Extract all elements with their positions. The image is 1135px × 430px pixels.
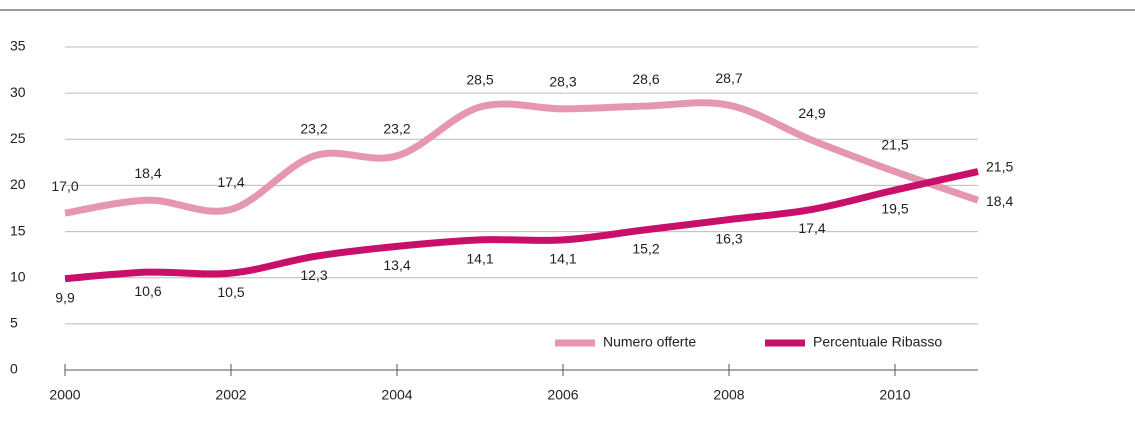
x-tick-label: 2000 — [49, 387, 80, 403]
data-label: 17,4 — [217, 174, 244, 190]
y-tick-label: 25 — [10, 130, 26, 146]
series-line — [64, 168, 979, 283]
data-label: 23,2 — [300, 121, 327, 137]
y-tick-label: 30 — [10, 84, 26, 100]
x-tick-label: 2008 — [713, 387, 744, 403]
data-label: 10,6 — [134, 283, 161, 299]
data-label: 28,7 — [715, 70, 742, 86]
data-label: 18,4 — [134, 165, 161, 181]
data-label: 14,1 — [466, 251, 493, 267]
data-label: 28,3 — [549, 74, 576, 90]
y-tick-label: 20 — [10, 176, 26, 192]
data-label: 10,5 — [217, 284, 244, 300]
legend-label: Numero offerte — [603, 334, 696, 350]
data-label: 24,9 — [798, 105, 825, 121]
legend-label: Percentuale Ribasso — [813, 334, 942, 350]
data-label: 15,2 — [632, 240, 659, 256]
x-tick-label: 2004 — [381, 387, 412, 403]
y-tick-label: 10 — [10, 268, 26, 284]
x-tick-label: 2002 — [215, 387, 246, 403]
data-label: 13,4 — [383, 257, 410, 273]
y-tick-label: 5 — [10, 315, 18, 331]
x-tick-label: 2010 — [879, 387, 910, 403]
y-tick-label: 0 — [10, 361, 18, 377]
data-label: 17,0 — [51, 178, 78, 194]
y-tick-label: 35 — [10, 38, 26, 54]
data-label: 14,1 — [549, 251, 576, 267]
data-label: 23,2 — [383, 121, 410, 137]
data-label: 12,3 — [300, 267, 327, 283]
series-line — [64, 99, 980, 217]
data-label: 17,4 — [798, 220, 825, 236]
data-label: 16,3 — [715, 230, 742, 246]
data-label: 21,5 — [881, 136, 908, 152]
data-label: 19,5 — [881, 201, 908, 217]
data-label: 28,6 — [632, 71, 659, 87]
data-label: 18,4 — [986, 193, 1013, 209]
data-label: 21,5 — [986, 158, 1013, 174]
data-label: 9,9 — [55, 289, 75, 305]
data-label: 28,5 — [466, 72, 493, 88]
y-tick-label: 15 — [10, 222, 26, 238]
x-tick-label: 2006 — [547, 387, 578, 403]
